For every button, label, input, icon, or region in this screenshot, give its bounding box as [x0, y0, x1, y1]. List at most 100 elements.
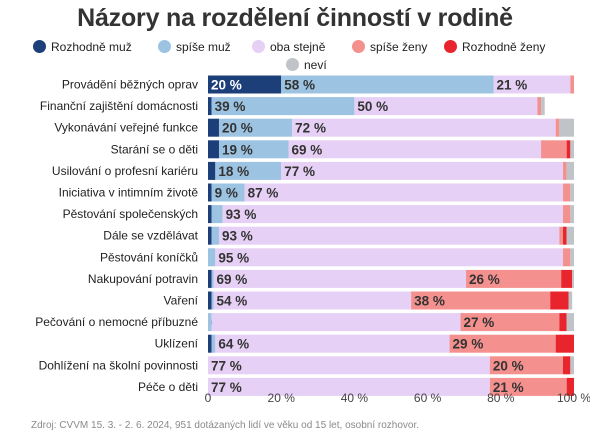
bar-segment — [211, 205, 223, 224]
bar-segment — [449, 334, 556, 353]
data-label: 77 % — [284, 164, 315, 179]
data-label: 64 % — [218, 337, 249, 352]
data-label: 38 % — [414, 294, 445, 309]
bar-segment — [208, 377, 490, 396]
category-label: Provádění běžných oprav — [62, 78, 198, 92]
data-label: 95 % — [218, 250, 249, 265]
bar-segment — [555, 334, 574, 353]
legend-label: spíše muž — [176, 40, 231, 54]
legend-item[interactable]: Rozhodně muž — [33, 40, 132, 54]
bar-segment — [489, 356, 564, 375]
bar-segment — [570, 248, 574, 267]
category-label: Finanční zajištění domácnosti — [40, 99, 198, 113]
bar-segment — [460, 313, 560, 332]
category-label: Dále se vzdělávat — [103, 229, 198, 243]
bar-segment — [208, 118, 219, 137]
category-label: Dohlížení na školní povinnosti — [39, 358, 198, 372]
category-label: Péče o děti — [138, 380, 198, 394]
category-label: Pečování o nemocné příbuzné — [35, 315, 198, 329]
bar-segment — [215, 334, 450, 353]
legend-item[interactable]: spíše ženy — [352, 40, 427, 54]
bar-segment — [208, 140, 219, 159]
bar-segment — [568, 291, 573, 310]
bar-segment — [208, 291, 212, 310]
legend-item[interactable]: Rozhodně ženy — [444, 40, 545, 54]
bar-segment — [208, 248, 216, 267]
bar-segment — [559, 118, 574, 137]
legend-swatch — [444, 40, 457, 53]
bar-segment — [550, 291, 569, 310]
bar-segment — [215, 248, 564, 267]
data-label: 9 % — [215, 186, 238, 201]
bar-segment — [211, 334, 216, 353]
bar-segment — [288, 140, 542, 159]
legend-swatch — [352, 40, 365, 53]
data-label: 21 % — [496, 78, 527, 93]
bar-segment — [215, 161, 282, 180]
bar-segment — [563, 183, 571, 202]
bar-segment — [292, 118, 556, 137]
bar-segment — [493, 75, 571, 94]
category-label: Starání se o děti — [111, 142, 198, 156]
bar-segment — [208, 334, 212, 353]
bar-segment — [411, 291, 551, 310]
data-label: 21 % — [493, 380, 524, 395]
legend-swatch — [33, 40, 46, 53]
bar-segment — [281, 161, 564, 180]
x-tick-label: 100 % — [557, 391, 590, 405]
data-label: 26 % — [469, 272, 500, 287]
data-label: 29 % — [453, 337, 484, 352]
bar-segment — [566, 377, 574, 396]
data-label: 93 % — [222, 229, 253, 244]
bar-segment — [537, 97, 542, 116]
bar-segment — [559, 226, 564, 245]
bar-segment — [208, 313, 212, 332]
bar-segment — [208, 161, 216, 180]
data-label: 20 % — [222, 121, 253, 136]
bar-segment — [555, 118, 560, 137]
bar-segment — [489, 377, 567, 396]
bar-segment — [211, 183, 245, 202]
data-label: 69 % — [216, 272, 247, 287]
bar-segment — [211, 313, 461, 332]
legend-item[interactable]: neví — [286, 58, 327, 72]
data-label: 93 % — [226, 207, 257, 222]
bar-segment — [211, 226, 219, 245]
x-tick-label: 20 % — [268, 391, 296, 405]
data-label: 19 % — [222, 142, 253, 157]
bar-segment — [541, 140, 567, 159]
bar-segment — [218, 226, 560, 245]
bar-segment — [570, 356, 574, 375]
bar-segment — [566, 161, 574, 180]
bar-segment — [572, 269, 574, 288]
legend: Rozhodně muž spíše muž oba stejně spíše žen… — [0, 38, 590, 72]
legend-swatch — [252, 40, 265, 53]
bar-segment — [561, 269, 573, 288]
category-label: Uklízení — [155, 337, 199, 351]
bar-segment — [541, 97, 545, 116]
bar-segment — [566, 226, 574, 245]
bar-segment — [211, 291, 214, 310]
bar-segment — [466, 269, 562, 288]
data-label: 77 % — [211, 380, 242, 395]
legend-item[interactable]: oba stejně — [252, 40, 325, 54]
x-tick-label: 0 — [205, 391, 212, 405]
category-label: Vaření — [164, 294, 199, 308]
bar-segment — [281, 75, 494, 94]
data-label: 20 % — [211, 78, 242, 93]
bar-segment — [563, 356, 571, 375]
bar-segment — [208, 269, 212, 288]
legend-swatch — [158, 40, 171, 53]
bar-segment — [208, 75, 282, 94]
bar-segment — [566, 140, 571, 159]
x-tick-label: 40 % — [341, 391, 369, 405]
legend-item[interactable]: spíše muž — [158, 40, 231, 54]
legend-label: oba stejně — [270, 40, 326, 54]
data-label: 50 % — [357, 99, 388, 114]
category-label: Nakupování potravin — [88, 272, 198, 286]
data-label: 72 % — [295, 121, 326, 136]
legend-label: neví — [304, 58, 327, 72]
bar-segment — [211, 269, 214, 288]
bar-segment — [244, 183, 564, 202]
data-label: 87 % — [248, 186, 279, 201]
